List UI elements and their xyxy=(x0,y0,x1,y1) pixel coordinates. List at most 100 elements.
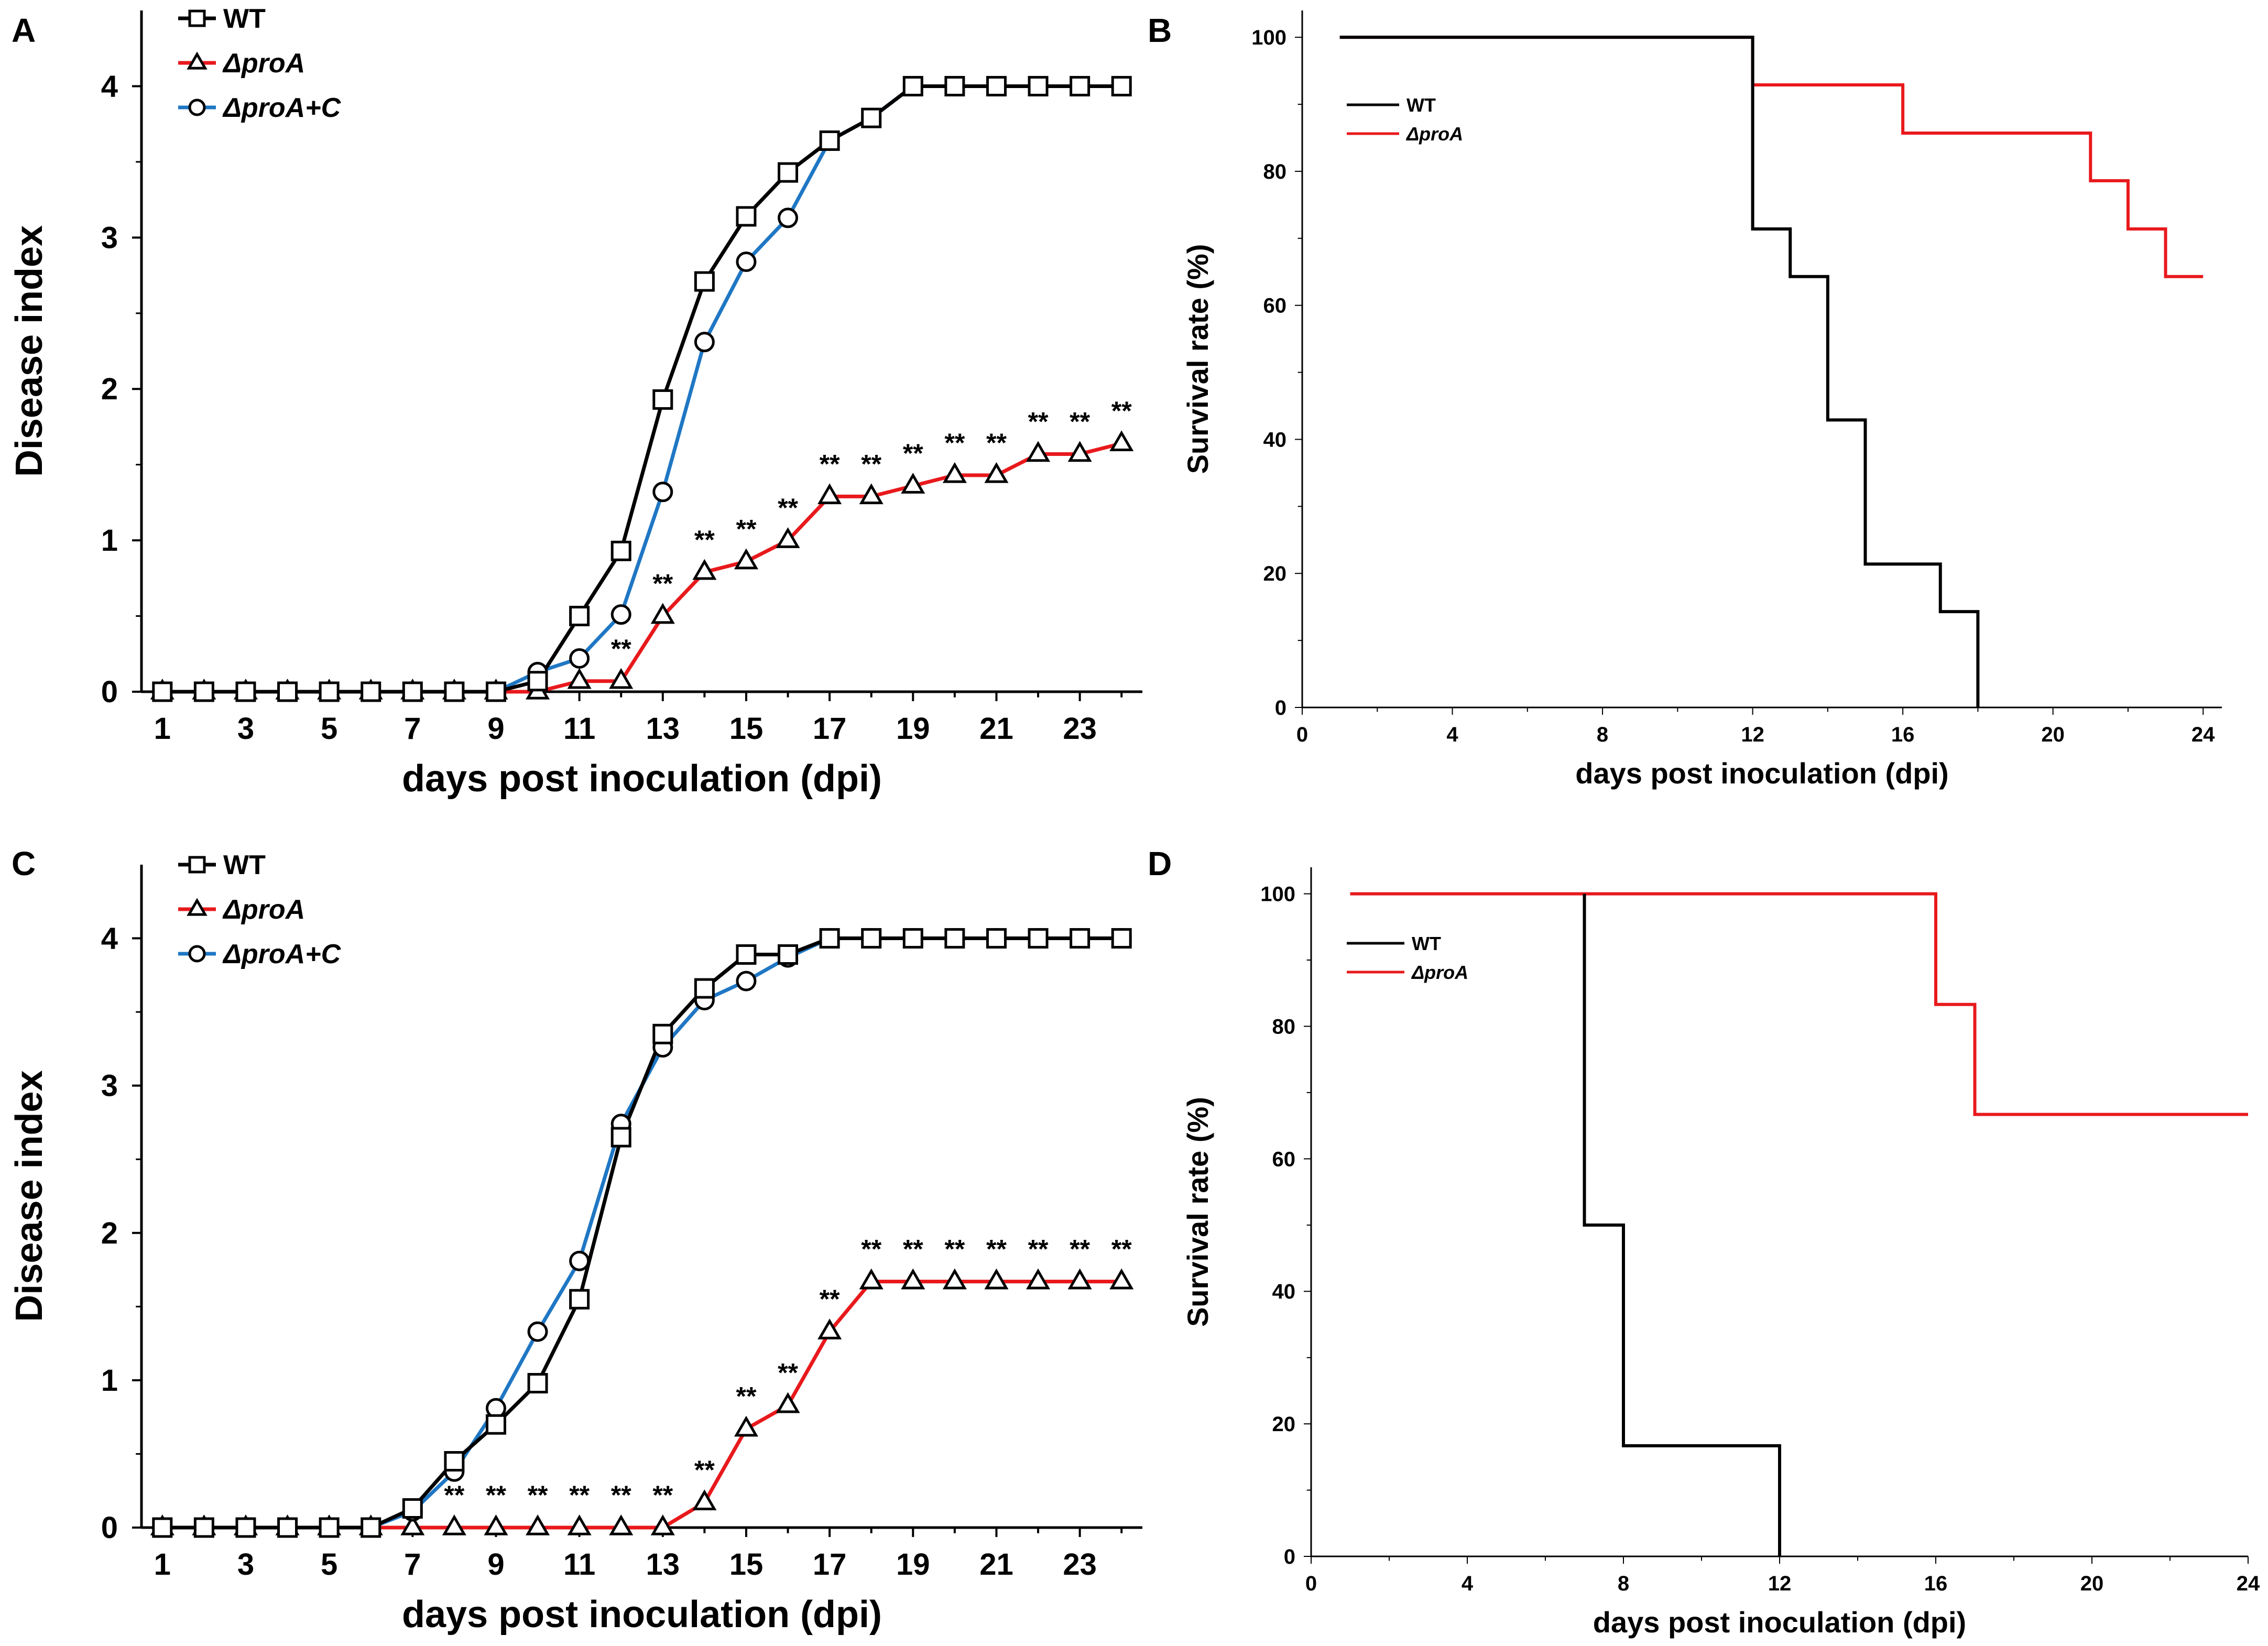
significance-mark: ** xyxy=(1111,1235,1132,1264)
y-tick-label: 1 xyxy=(101,524,118,558)
x-tick-label: 7 xyxy=(404,1547,421,1582)
significance-mark: ** xyxy=(820,449,840,478)
series-line-square xyxy=(162,84,1122,694)
significance-mark: ** xyxy=(694,1455,715,1485)
data-point-triangle xyxy=(859,1268,884,1290)
data-point-circle xyxy=(736,252,757,272)
y-tick-label: 100 xyxy=(1260,883,1295,906)
significance-mark: ** xyxy=(903,439,923,468)
data-point-square xyxy=(193,681,214,702)
significance-mark: ** xyxy=(903,1235,923,1264)
y-tick-label: 0 xyxy=(101,675,118,709)
data-point-triangle xyxy=(942,1268,967,1290)
legend-label: ΔproA xyxy=(1405,123,1463,145)
legend-marker-circle xyxy=(188,99,206,116)
data-point-triangle xyxy=(567,1514,592,1535)
x-tick-label: 16 xyxy=(1924,1572,1948,1595)
data-point-square xyxy=(402,1498,423,1519)
significance-mark: ** xyxy=(652,569,673,598)
y-tick-label: 4 xyxy=(101,69,118,103)
data-point-triangle xyxy=(692,1489,717,1510)
x-tick-label: 16 xyxy=(1891,723,1915,746)
data-point-square xyxy=(736,944,757,965)
legend-label: WT xyxy=(223,4,266,34)
data-point-triangle xyxy=(692,559,717,580)
y-tick-label: 2 xyxy=(101,372,118,406)
data-point-triangle xyxy=(1109,430,1134,451)
x-tick-label: 21 xyxy=(979,712,1013,746)
x-tick-label: 23 xyxy=(1063,1547,1097,1582)
data-point-square xyxy=(986,75,1007,96)
data-point-square xyxy=(1028,928,1049,949)
x-tick-label: 12 xyxy=(1741,723,1764,746)
x-tick-label: 20 xyxy=(2041,723,2065,746)
legend-marker-triangle xyxy=(187,51,208,70)
y-tick-label: 40 xyxy=(1263,428,1287,451)
significance-mark: ** xyxy=(861,1235,881,1264)
data-point-triangle xyxy=(442,1514,466,1535)
significance-mark: ** xyxy=(1070,407,1090,436)
x-tick-label: 11 xyxy=(563,1547,595,1582)
data-point-square xyxy=(1111,75,1132,96)
data-point-circle xyxy=(652,482,673,503)
survival-line xyxy=(1583,893,1781,1556)
data-point-square xyxy=(444,681,465,702)
data-point-triangle xyxy=(1026,1268,1051,1290)
data-point-square xyxy=(152,1517,173,1538)
x-tick-label: 24 xyxy=(2237,1572,2260,1595)
legend-label: WT xyxy=(223,850,266,880)
data-point-circle xyxy=(569,648,590,669)
x-axis-label: days post inoculation (dpi) xyxy=(1593,1606,1966,1639)
data-point-square xyxy=(610,1127,631,1148)
y-tick-label: 0 xyxy=(1284,1545,1295,1568)
legend-label: WT xyxy=(1406,94,1436,116)
x-tick-label: 1 xyxy=(154,712,171,746)
data-point-triangle xyxy=(901,1268,925,1290)
data-point-square xyxy=(778,162,799,183)
data-point-triangle xyxy=(650,603,675,624)
data-point-square xyxy=(736,206,757,227)
significance-mark: ** xyxy=(944,1235,965,1264)
legend-label: WT xyxy=(1412,933,1441,954)
legend: WT ΔproA xyxy=(1347,933,1468,983)
x-tick-label: 20 xyxy=(2080,1572,2104,1595)
data-point-square xyxy=(819,130,840,151)
data-point-circle xyxy=(778,208,799,228)
x-axis-label: days post inoculation (dpi) xyxy=(402,1594,882,1636)
x-tick-label: 8 xyxy=(1597,723,1608,746)
data-point-triangle xyxy=(776,527,800,548)
y-tick-label: 3 xyxy=(101,221,118,255)
data-point-triangle xyxy=(567,668,592,689)
y-tick-label: 60 xyxy=(1263,295,1287,318)
series-line-circle xyxy=(162,84,1122,694)
data-point-circle xyxy=(694,332,715,353)
legend-marker-circle xyxy=(188,945,206,963)
data-point-square xyxy=(402,681,423,702)
x-tick-label: 5 xyxy=(321,712,337,746)
data-point-triangle xyxy=(734,548,758,570)
legend-label: ΔproA xyxy=(1411,962,1468,983)
data-point-square xyxy=(569,606,590,627)
x-tick-label: 11 xyxy=(563,712,595,746)
x-tick-label: 19 xyxy=(896,712,930,746)
data-point-square xyxy=(861,928,882,949)
y-axis-label: Disease index xyxy=(8,225,50,477)
data-point-square xyxy=(652,1023,673,1044)
x-tick-label: 9 xyxy=(487,712,504,746)
significance-mark: ** xyxy=(944,428,965,457)
significance-mark: ** xyxy=(1028,1235,1049,1264)
panel-letter: C xyxy=(12,845,36,882)
data-point-square xyxy=(277,1517,298,1538)
data-point-square xyxy=(694,978,715,999)
significance-mark: ** xyxy=(778,493,798,522)
significance-mark: ** xyxy=(611,1480,631,1510)
significance-mark: ** xyxy=(444,1480,464,1510)
x-tick-label: 8 xyxy=(1618,1572,1629,1595)
data-point-triangle xyxy=(609,668,634,689)
significance-mark: ** xyxy=(569,1480,590,1510)
data-point-square xyxy=(152,681,173,702)
x-tick-label: 3 xyxy=(237,712,254,746)
data-point-square xyxy=(485,681,506,702)
y-tick-label: 80 xyxy=(1263,160,1287,183)
